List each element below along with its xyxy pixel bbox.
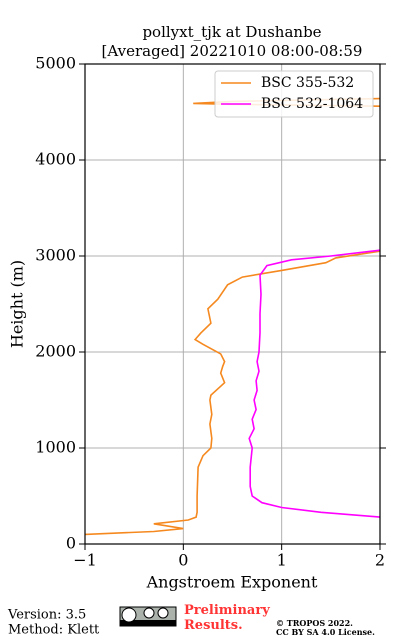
license: CC BY SA 4.0 License. bbox=[276, 627, 375, 637]
x-tick-label: −1 bbox=[73, 551, 97, 570]
x-axis-label: Angstroem Exponent bbox=[146, 573, 318, 592]
chart-subtitle: [Averaged] 20221010 08:00-08:59 bbox=[102, 42, 363, 60]
legend-box bbox=[214, 70, 374, 118]
plot-frame bbox=[84, 63, 381, 545]
copyright: © TROPOS 2022. bbox=[276, 618, 353, 628]
legend-label: BSC 355-532 bbox=[261, 75, 354, 91]
chart-title: pollyxt_tjk at Dushanbe bbox=[142, 23, 321, 41]
y-tick-label: 3000 bbox=[35, 246, 76, 265]
preliminary: Preliminary Results. bbox=[184, 603, 270, 633]
y-tick-label: 4000 bbox=[35, 150, 76, 169]
y-tick-label: 0 bbox=[66, 534, 76, 553]
x-tick-label: 0 bbox=[178, 551, 188, 570]
y-axis-label: Height (m) bbox=[8, 260, 27, 348]
y-tick-label: 2000 bbox=[35, 342, 76, 361]
x-tick-label: 1 bbox=[277, 551, 287, 570]
y-tick-label: 1000 bbox=[35, 438, 76, 457]
legend-label: BSC 532-1064 bbox=[261, 96, 363, 112]
version: Version: 3.5 bbox=[7, 608, 86, 623]
line bbox=[248, 249, 380, 518]
y-tick-label: 5000 bbox=[35, 54, 76, 73]
method: Method: Klett bbox=[8, 623, 100, 638]
cc-logo bbox=[119, 606, 177, 627]
x-tick-label: 2 bbox=[375, 551, 385, 570]
line bbox=[85, 97, 380, 536]
